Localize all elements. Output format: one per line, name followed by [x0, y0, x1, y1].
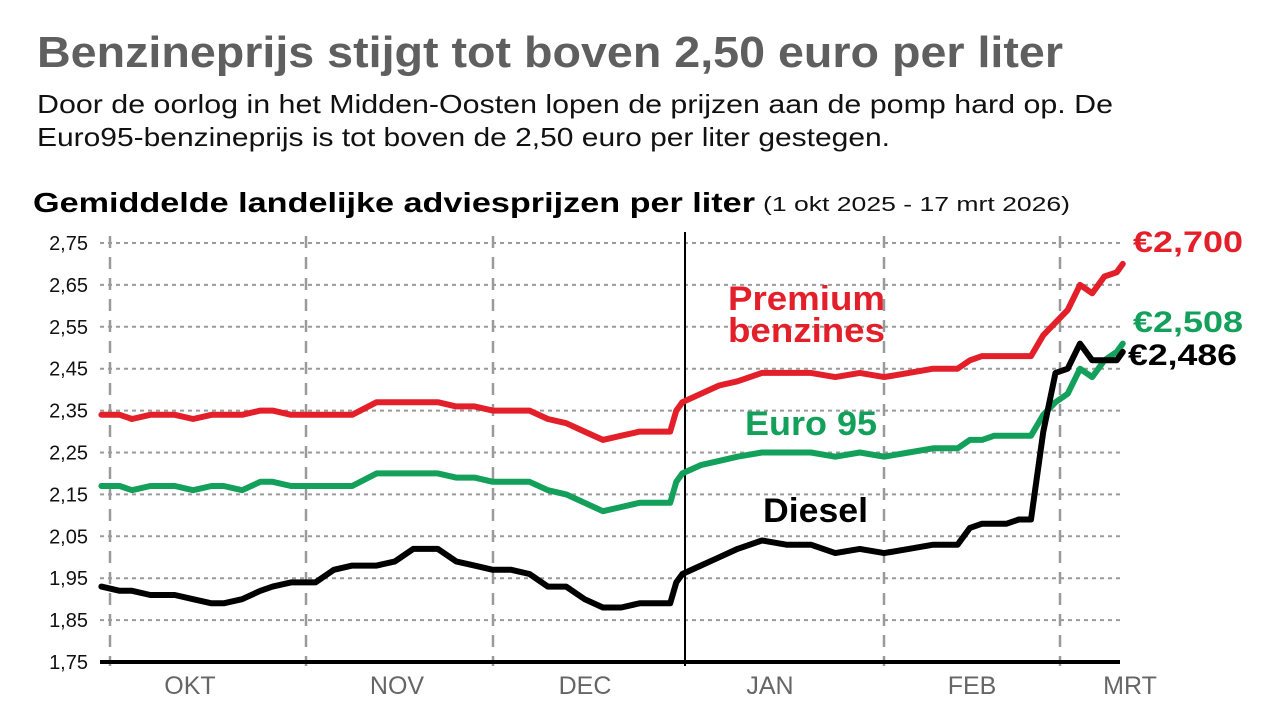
- y-tick-label: 2,45: [49, 359, 88, 381]
- series-line-premium: [98, 260, 1126, 443]
- x-tick-label: OKT: [164, 672, 215, 700]
- x-tick-label: NOV: [370, 672, 425, 700]
- x-tick-label: DEC: [559, 672, 612, 700]
- series-line-diesel: [98, 340, 1126, 611]
- label-premium-line1: Premium: [728, 280, 885, 318]
- label-euro95: Euro 95: [745, 405, 877, 443]
- end-label-diesel: €2,486: [1128, 339, 1237, 372]
- label-premium-line2: benzines: [728, 312, 885, 350]
- y-tick-label: 1,75: [49, 652, 88, 674]
- chart-date-range: (1 okt 2025 - 17 mrt 2026): [763, 194, 1070, 216]
- end-label-euro95: €2,508: [1133, 306, 1243, 339]
- y-tick-label: 2,65: [49, 275, 88, 297]
- series-lines: [98, 260, 1126, 611]
- y-tick-label: 2,75: [49, 233, 88, 255]
- x-axis-ticks: OKT NOV DEC JAN FEB MRT: [164, 672, 1157, 700]
- grid: [100, 232, 1120, 666]
- page-title: Benzineprijs stijgt tot boven 2,50 euro …: [37, 28, 1063, 77]
- end-label-premium: €2,700: [1133, 226, 1243, 259]
- y-tick-label: 2,25: [49, 443, 88, 465]
- label-diesel: Diesel: [763, 492, 868, 530]
- y-tick-label: 1,95: [49, 568, 88, 590]
- subtitle-line-1: Door de oorlog in het Midden-Oosten lope…: [37, 89, 1113, 119]
- y-axis-ticks: 2,75 2,65 2,55 2,45 2,35 2,25 2,15 2,05 1,95 1,85…: [49, 233, 88, 674]
- y-tick-label: 2,05: [49, 526, 88, 548]
- y-tick-label: 2,55: [49, 317, 88, 339]
- chart-title: Gemiddelde landelijke adviesprijzen per …: [33, 187, 755, 218]
- x-tick-label: JAN: [746, 672, 793, 700]
- y-tick-label: 1,85: [49, 610, 88, 632]
- y-tick-label: 2,35: [49, 401, 88, 423]
- subtitle-line-2: Euro95-benzineprijs is tot boven de 2,50…: [37, 122, 890, 152]
- series-line-euro95: [98, 340, 1126, 515]
- x-tick-label: FEB: [948, 672, 997, 700]
- x-tick-label: MRT: [1103, 672, 1157, 700]
- y-tick-label: 2,15: [49, 484, 88, 506]
